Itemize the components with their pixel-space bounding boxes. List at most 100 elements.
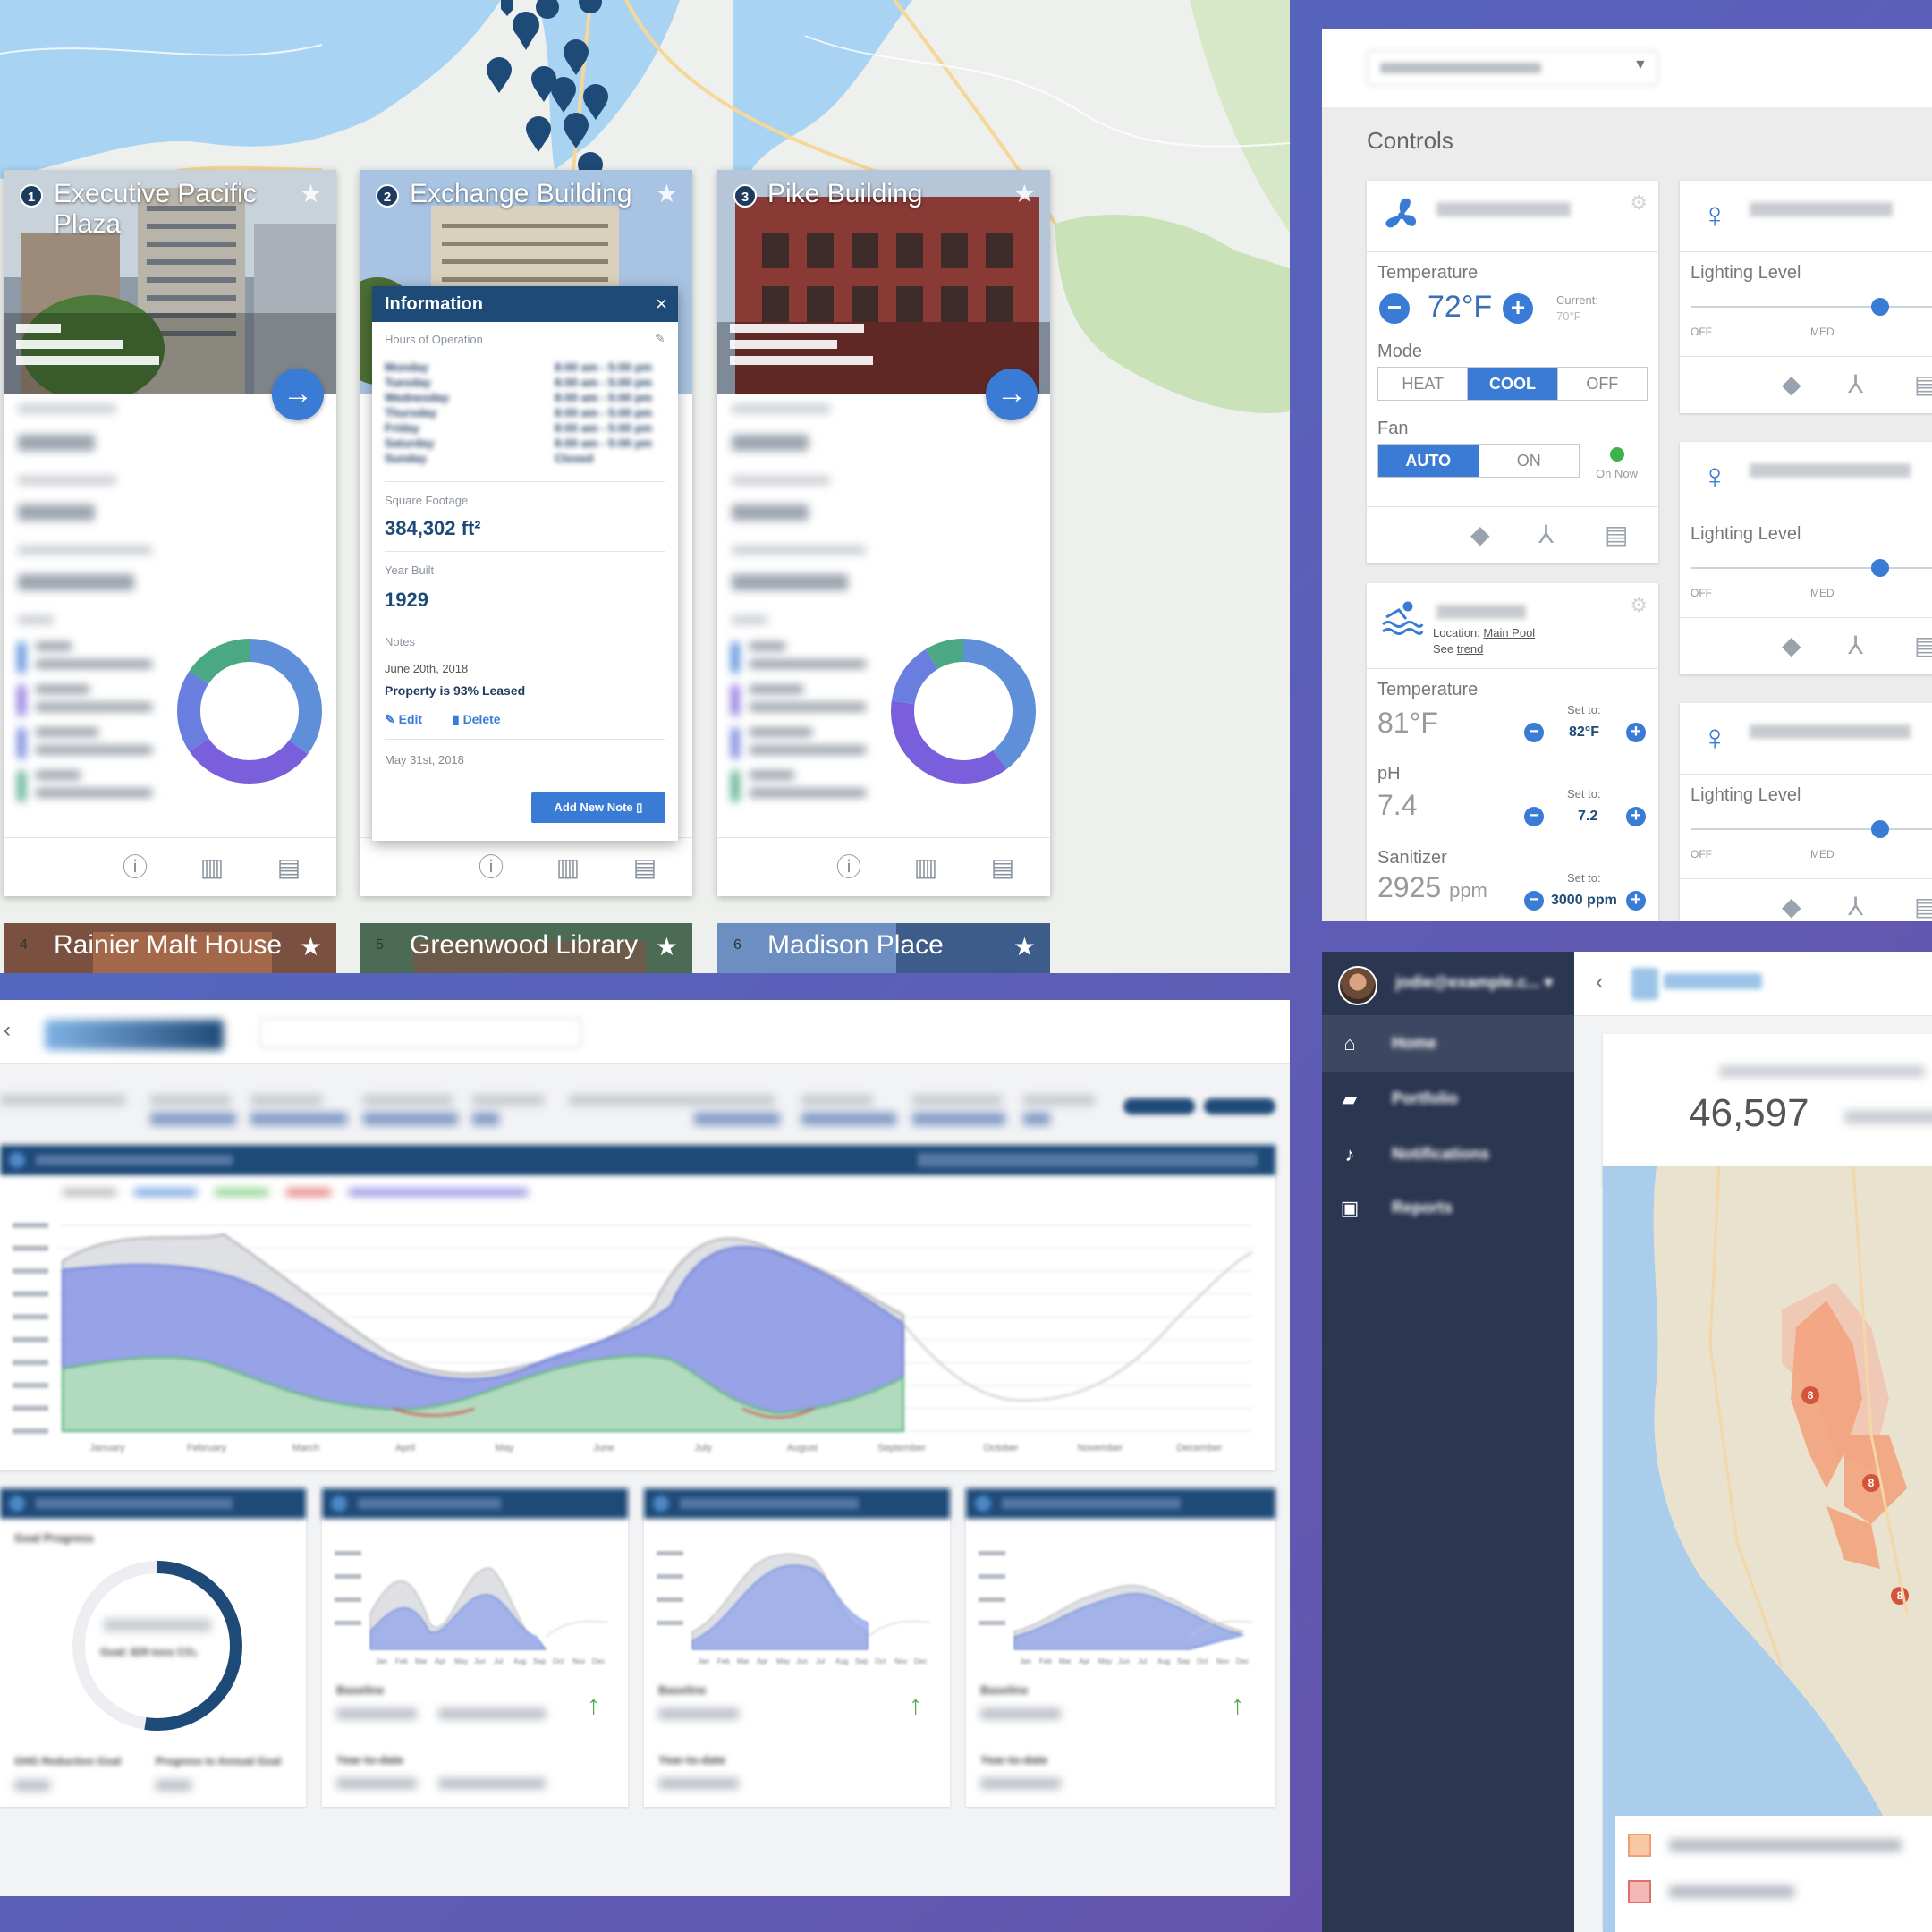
lightbulb-icon: ♀ [1701,457,1728,496]
mode-cool-button[interactable]: COOL [1468,368,1558,400]
user-email[interactable]: jodie@example.c... ▾ [1395,973,1553,991]
info-icon[interactable]: ⓘ [835,853,861,881]
clipboard-icon[interactable]: ▤ [632,853,657,881]
network-icon[interactable]: ⅄ [1848,370,1864,398]
property-select[interactable] [1367,50,1658,86]
bar-chart-icon[interactable]: ▥ [555,853,580,881]
clipboard-icon[interactable]: ▤ [276,853,301,881]
ph-setpoint: 7.2 [1578,809,1598,824]
see-trend[interactable]: See trend [1433,642,1484,656]
fire-marker: 8 [1897,1589,1903,1602]
slider-handle[interactable] [1871,820,1889,838]
star-icon[interactable]: ★ [655,933,678,961]
star-icon[interactable]: ★ [1013,933,1036,961]
gear-icon[interactable]: ⚙ [1630,594,1648,616]
tag-icon[interactable]: ◆ [1782,370,1801,398]
tag-icon[interactable]: ◆ [1782,631,1801,659]
ytd-label: Year-to-date [336,1753,404,1767]
building-card[interactable]: 3 Pike Building ★ → ⓘ ▥ ▤ [717,170,1050,896]
clipboard-icon[interactable]: ▤ [1914,370,1932,398]
lighting-slider[interactable] [1690,559,1932,577]
mini-line-chart[interactable]: Jan Feb Mar Apr May Jun Jul Aug Sep Oct Nov Dec [975,1533,1267,1667]
clipboard-icon[interactable]: ▤ [1914,631,1932,659]
bar-chart-icon[interactable]: ▥ [913,853,938,881]
increase-temperature-button[interactable]: + [1503,293,1533,324]
tag-icon[interactable]: ◆ [1782,893,1801,920]
decrease-sanitizer-button[interactable]: − [1524,891,1544,911]
chevron-left-icon[interactable]: ‹ [1596,968,1604,995]
pencil-icon[interactable]: ✎ [655,331,665,345]
mode-heat-button[interactable]: HEAT [1378,368,1469,400]
star-icon[interactable]: ★ [299,933,322,961]
mini-line-chart[interactable]: Jan Feb Mar Apr May Jun Jul Aug Sep Oct Nov Dec [653,1533,945,1667]
slider-handle[interactable] [1871,298,1889,316]
building-name: Madison Place [767,930,944,960]
edit-link[interactable]: Edit [398,712,423,726]
delete-link[interactable]: Delete [462,712,501,726]
energy-donut [891,639,1036,784]
fan-on-button[interactable]: ON [1516,452,1541,470]
california-map[interactable]: 8 8 8 [1603,1166,1932,1932]
star-icon[interactable]: ★ [1013,180,1036,208]
fan-auto-button[interactable]: AUTO [1378,445,1479,477]
slider-handle[interactable] [1871,559,1889,577]
gear-icon[interactable]: ⚙ [1630,191,1648,214]
network-icon[interactable]: ⅄ [1848,631,1864,659]
star-icon[interactable]: ★ [299,180,322,208]
x-tick-label: December [1177,1443,1223,1453]
arrow-right-icon[interactable]: → [986,369,1038,420]
building-card[interactable]: 4 Rainier Malt House ★ [4,923,336,973]
notes-label: Notes [385,635,415,648]
mini-chart-widget: Jan Feb Mar Apr May Jun Jul Aug Sep Oct Nov Dec Bas… [644,1488,950,1807]
mode-off-button[interactable]: OFF [1586,375,1619,393]
avatar[interactable] [1338,966,1377,1005]
year-value: 1929 [385,589,428,611]
sidebar-item-portfolio[interactable]: ▰ Portfolio [1322,1072,1574,1127]
chevron-down-icon[interactable]: ▼ [1633,57,1648,72]
project-select[interactable] [259,1018,581,1048]
network-icon[interactable]: ⅄ [1538,521,1555,548]
tag-icon[interactable]: ◆ [1470,521,1490,548]
x-tick-label: Aug [835,1657,848,1665]
pencil-icon[interactable]: ✎ [385,712,399,726]
decrease-ph-button[interactable]: − [1524,807,1544,826]
increase-ph-button[interactable]: + [1626,807,1646,826]
toggle-pill[interactable] [1204,1098,1275,1114]
sidebar-item-home[interactable]: ⌂ Home [1322,1016,1574,1072]
network-icon[interactable]: ⅄ [1848,893,1864,920]
clipboard-icon[interactable]: ▤ [1914,893,1932,920]
lighting-slider[interactable] [1690,298,1932,316]
building-name: Greenwood Library [410,930,639,960]
increase-sanitizer-button[interactable]: + [1626,891,1646,911]
lighting-slider[interactable] [1690,820,1932,838]
building-card[interactable]: 1 Executive Pacific Plaza ★ → ⓘ ▥ [4,170,336,896]
fire-marker: 8 [1808,1389,1814,1402]
note-text: Property is 93% Leased [385,683,526,698]
clipboard-icon[interactable]: ▤ [1605,521,1629,548]
note-date[interactable]: May 31st, 2018 [385,753,464,767]
consumption-line-chart[interactable]: January February March April May June July Augu… [9,1216,1261,1458]
trash-icon[interactable]: ▮ [452,712,463,726]
sidebar-item-notifications[interactable]: ♪ Notifications [1322,1127,1574,1182]
star-icon[interactable]: ★ [655,180,678,208]
add-note-button[interactable]: Add New Note ▯ [531,792,665,823]
chevron-left-icon[interactable]: ‹ [4,1018,11,1042]
decrease-temperature-button[interactable]: − [1379,293,1410,324]
user-menu[interactable]: jodie@example.c... ▾ [1322,952,1574,1016]
info-icon[interactable]: ⓘ [122,853,148,881]
bar-chart-icon[interactable]: ▥ [199,853,225,881]
building-card[interactable]: 5 Greenwood Library ★ [360,923,692,973]
sidebar-item-reports[interactable]: ▣ Reports [1322,1181,1574,1236]
decrease-pool-temperature-button[interactable]: − [1524,723,1544,742]
clipboard-icon[interactable]: ▤ [990,853,1015,881]
toggle-pill[interactable] [1123,1098,1195,1114]
fan-status-dot [1610,447,1624,462]
mini-line-chart[interactable]: Jan Feb Mar Apr May Jun Jul Aug Sep Oct Nov Dec [331,1533,623,1667]
building-card[interactable]: 6 Madison Place ★ [717,923,1050,973]
folder-icon: ▰ [1342,1088,1358,1110]
close-icon[interactable]: × [656,292,667,315]
arrow-right-icon[interactable]: → [272,369,324,420]
increase-pool-temperature-button[interactable]: + [1626,723,1646,742]
fan-label: Fan [1377,419,1409,438]
info-icon[interactable]: ⓘ [478,853,504,881]
